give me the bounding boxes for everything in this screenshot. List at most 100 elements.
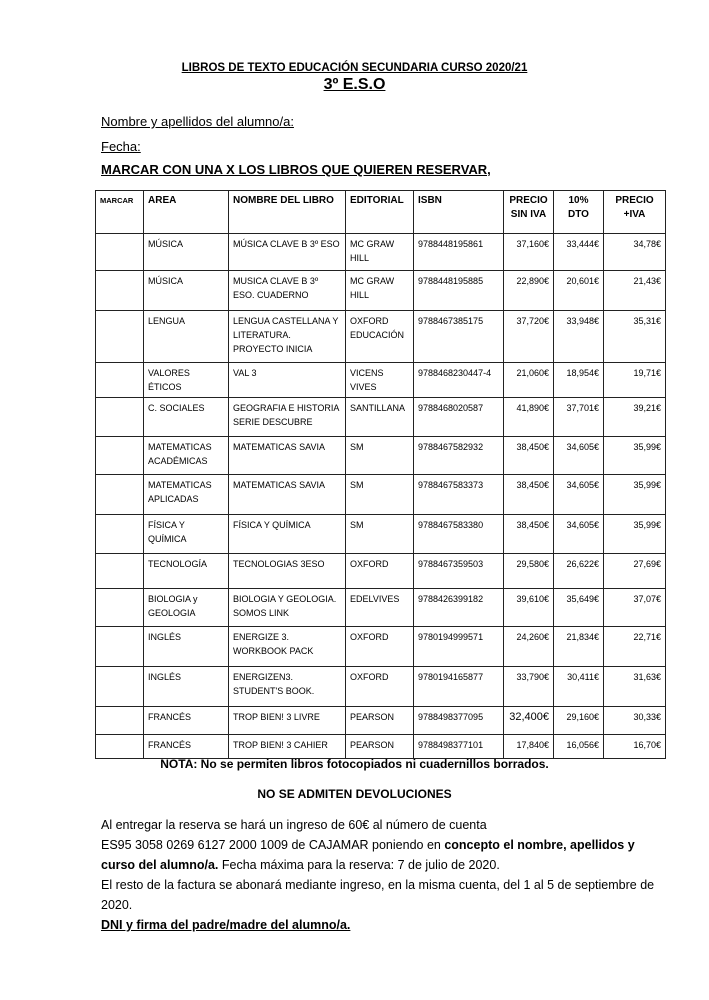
table-cell: FÍSICA Y QUÍMICA xyxy=(228,514,346,554)
table-cell: MATEMATICAS SAVIA xyxy=(228,474,346,515)
table-cell: 33,948€ xyxy=(553,310,604,363)
column-header: MARCAR xyxy=(95,190,144,234)
signature-text: DNI y firma del padre/madre del alumno/a… xyxy=(101,918,351,932)
table-cell: ENERGIZEN3. STUDENT'S BOOK. xyxy=(228,666,346,707)
table-cell: 9780194165877 xyxy=(413,666,504,707)
table-cell: LENGUA CASTELLANA Y LITERATURA. PROYECTO… xyxy=(228,310,346,363)
table-cell: 37,160€ xyxy=(503,233,554,271)
table-cell: MATEMATICAS APLICADAS xyxy=(143,474,229,515)
mark-checkbox-cell[interactable] xyxy=(95,310,144,363)
table-row: INGLÉS ENERGIZEN3. STUDENT'S BOOK. OXFORD 9… xyxy=(95,666,666,707)
signature-label: DNI y firma del padre/madre del alumno/a… xyxy=(101,915,661,935)
mark-checkbox-cell[interactable] xyxy=(95,474,144,515)
table-cell: 24,260€ xyxy=(503,626,554,667)
table-cell: VAL 3 xyxy=(228,362,346,398)
table-cell: BIOLOGIA y GEOLOGIA xyxy=(143,588,229,627)
mark-checkbox-cell[interactable] xyxy=(95,666,144,707)
mark-checkbox-cell[interactable] xyxy=(95,362,144,398)
table-row: VALORES ÉTICOS VAL 3 VICENS VIVES 978846823… xyxy=(95,362,666,398)
concept-text: concepto el nombre, apellidos y curso de… xyxy=(101,838,635,872)
mark-checkbox-cell[interactable] xyxy=(95,553,144,589)
table-cell: TROP BIEN! 3 LIVRE xyxy=(228,706,346,735)
table-cell: 9788468020587 xyxy=(413,397,504,437)
table-cell: 16,70€ xyxy=(603,734,666,759)
table-cell: 35,99€ xyxy=(603,514,666,554)
mark-checkbox-cell[interactable] xyxy=(95,734,144,759)
table-cell: 22,890€ xyxy=(503,270,554,311)
table-cell: 32,400€ xyxy=(503,706,554,735)
table-row: FRANCÉS TROP BIEN! 3 CAHIER PEARSON 9788498… xyxy=(95,734,666,759)
table-row: MÚSICA MÚSICA CLAVE B 3º ESO MC GRAW HILL 9… xyxy=(95,233,666,271)
column-header: PRECIO SIN IVA xyxy=(503,190,554,234)
table-cell: PEARSON xyxy=(345,706,414,735)
table-cell: SM xyxy=(345,474,414,515)
table-cell: 9788498377095 xyxy=(413,706,504,735)
mark-checkbox-cell[interactable] xyxy=(95,270,144,311)
table-cell: ENERGIZE 3. WORKBOOK PACK xyxy=(228,626,346,667)
deadline-text: Fecha máxima para la reserva: 7 de julio… xyxy=(218,858,500,872)
mark-checkbox-cell[interactable] xyxy=(95,588,144,627)
table-row: C. SOCIALES GEOGRAFIA E HISTORIA SERIE DE… xyxy=(95,397,666,437)
table-cell: 21,834€ xyxy=(553,626,604,667)
table-cell: 20,601€ xyxy=(553,270,604,311)
table-cell: MATEMATICAS SAVIA xyxy=(228,436,346,475)
table-cell: 27,69€ xyxy=(603,553,666,589)
table-cell: 30,411€ xyxy=(553,666,604,707)
table-cell: 9788467385175 xyxy=(413,310,504,363)
table-cell: 37,720€ xyxy=(503,310,554,363)
table-row: BIOLOGIA y GEOLOGIA BIOLOGIA Y GEOLOGIA. … xyxy=(95,588,666,627)
table-cell: 16,056€ xyxy=(553,734,604,759)
instruction: MARCAR CON UNA X LOS LIBROS QUE QUIEREN … xyxy=(101,162,491,177)
table-cell: 35,99€ xyxy=(603,474,666,515)
no-returns-notice: NO SE ADMITEN DEVOLUCIONES xyxy=(257,787,452,801)
table-cell: 34,605€ xyxy=(553,436,604,475)
mark-checkbox-cell[interactable] xyxy=(95,626,144,667)
table-cell: OXFORD xyxy=(345,626,414,667)
table-cell: 41,890€ xyxy=(503,397,554,437)
table-cell: 38,450€ xyxy=(503,474,554,515)
table-cell: 22,71€ xyxy=(603,626,666,667)
mark-checkbox-cell[interactable] xyxy=(95,233,144,271)
table-cell: TROP BIEN! 3 CAHIER xyxy=(228,734,346,759)
table-cell: OXFORD xyxy=(345,666,414,707)
table-cell: MUSICA CLAVE B 3º ESO. CUADERNO xyxy=(228,270,346,311)
table-cell: C. SOCIALES xyxy=(143,397,229,437)
table-cell: TECNOLOGÍA xyxy=(143,553,229,589)
table-cell: 34,605€ xyxy=(553,474,604,515)
table-cell: 9788448195861 xyxy=(413,233,504,271)
date-label: Fecha: xyxy=(101,139,141,154)
column-header: AREA xyxy=(143,190,229,234)
table-cell: MC GRAW HILL xyxy=(345,270,414,311)
table-cell: 21,43€ xyxy=(603,270,666,311)
payment-instructions: Al entregar la reserva se hará un ingres… xyxy=(101,815,661,875)
column-header: EDITORIAL xyxy=(345,190,414,234)
table-row: MATEMATICAS APLICADAS MATEMATICAS SAVIA SM… xyxy=(95,474,666,515)
table-cell: MÚSICA xyxy=(143,270,229,311)
table-cell: 37,701€ xyxy=(553,397,604,437)
table-cell: 26,622€ xyxy=(553,553,604,589)
table-cell: 9788467583373 xyxy=(413,474,504,515)
table-cell: MÚSICA xyxy=(143,233,229,271)
table-cell: 38,450€ xyxy=(503,514,554,554)
table-cell: MÚSICA CLAVE B 3º ESO xyxy=(228,233,346,271)
table-cell: GEOGRAFIA E HISTORIA SERIE DESCUBRE xyxy=(228,397,346,437)
remaining-payment-text: El resto de la factura se abonará median… xyxy=(101,878,655,912)
table-cell: 31,63€ xyxy=(603,666,666,707)
table-row: TECNOLOGÍA TECNOLOGIAS 3ESO OXFORD 97884673… xyxy=(95,553,666,589)
column-header: PRECIO +IVA xyxy=(603,190,666,234)
mark-checkbox-cell[interactable] xyxy=(95,514,144,554)
table-row: FRANCÉS TROP BIEN! 3 LIVRE PEARSON 97884983… xyxy=(95,706,666,735)
mark-checkbox-cell[interactable] xyxy=(95,436,144,475)
column-header: 10% DTO xyxy=(553,190,604,234)
mark-checkbox-cell[interactable] xyxy=(95,706,144,735)
mark-checkbox-cell[interactable] xyxy=(95,397,144,437)
table-cell: 38,450€ xyxy=(503,436,554,475)
table-cell: OXFORD xyxy=(345,553,414,589)
table-cell: 39,610€ xyxy=(503,588,554,627)
table-cell: 9788467582932 xyxy=(413,436,504,475)
table-cell: MATEMATICAS ACADÉMICAS xyxy=(143,436,229,475)
note: NOTA: No se permiten libros fotocopiados… xyxy=(160,757,549,771)
course-title: 3º E.S.O xyxy=(323,76,386,93)
table-cell: 33,444€ xyxy=(553,233,604,271)
